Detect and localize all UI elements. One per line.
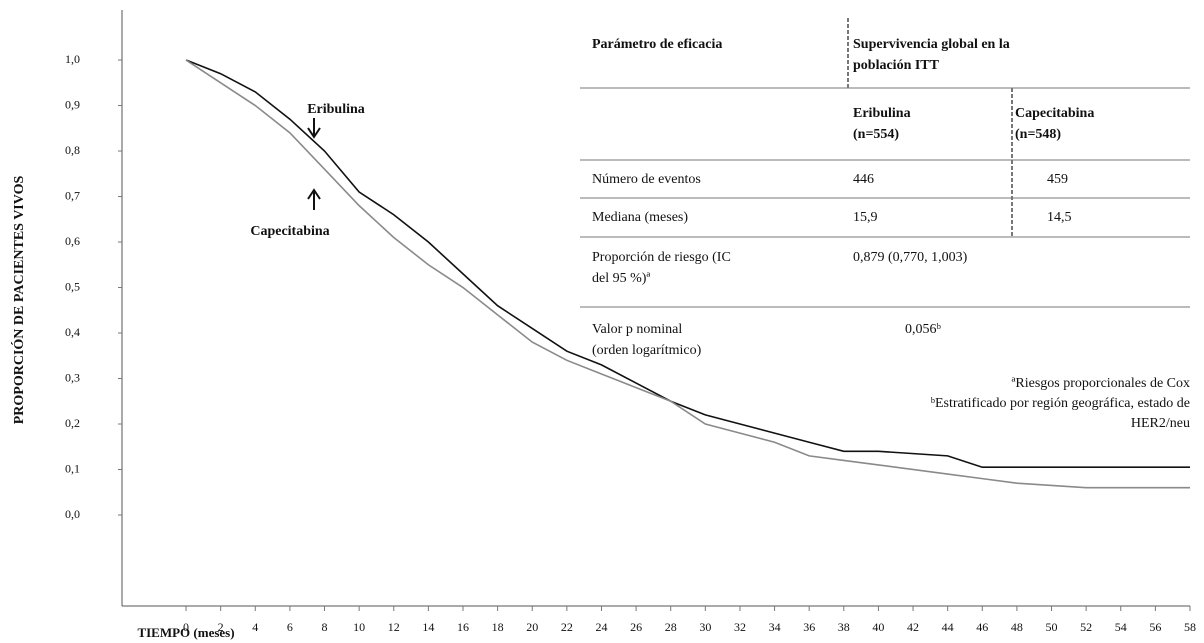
x-tick-label: 8	[322, 620, 328, 634]
table-text: 15,9	[853, 210, 878, 225]
table-text: (orden logarítmico)	[592, 343, 702, 358]
table-text: Mediana (meses)	[592, 210, 688, 225]
x-tick-label: 14	[422, 620, 434, 634]
x-tick-label: 2	[218, 620, 224, 634]
y-tick-label: 1,0	[65, 52, 80, 66]
table-text: población ITT	[853, 58, 940, 73]
y-tick-label: 0,2	[65, 416, 80, 430]
table-text: ᵇEstratificado por región geográfica, es…	[931, 396, 1190, 411]
y-tick-label: 0,3	[65, 370, 80, 384]
x-tick-label: 0	[183, 620, 189, 634]
table-text: 446	[853, 172, 874, 187]
table-text: 14,5	[1047, 210, 1072, 225]
x-tick-label: 56	[1149, 620, 1161, 634]
x-axis-title: TIEMPO (meses)	[137, 625, 234, 640]
y-tick-label: 0,7	[65, 188, 80, 202]
y-tick-label: 0,1	[65, 461, 80, 475]
table-text: Supervivencia global en la	[853, 37, 1010, 52]
table-text: del 95 %)ª	[592, 271, 650, 286]
y-tick-label: 0,0	[65, 507, 80, 521]
table	[580, 18, 1190, 308]
x-tick-label: 28	[665, 620, 677, 634]
y-tick-label: 0,6	[65, 234, 80, 248]
x-tick-label: 32	[734, 620, 746, 634]
x-tick-label: 58	[1184, 620, 1196, 634]
x-tick-label: 42	[907, 620, 919, 634]
x-tick-label: 4	[252, 620, 258, 634]
x-tick-label: 36	[803, 620, 815, 634]
x-tick-label: 16	[457, 620, 469, 634]
table-text: ªRiesgos proporcionales de Cox	[1012, 376, 1190, 391]
x-tick-label: 44	[942, 620, 954, 634]
table-text: Eribulina	[853, 106, 911, 121]
arrow	[307, 118, 321, 139]
survival-curve	[185, 59, 1190, 489]
x-tick-label: 48	[1011, 620, 1023, 634]
table-text: Capecitabina	[1015, 106, 1094, 121]
y-tick-label: 0,5	[65, 279, 80, 293]
survival-curve	[185, 59, 1190, 469]
table-text: 459	[1047, 172, 1068, 187]
x-tick-label: 30	[699, 620, 711, 634]
x-tick-label: 6	[287, 620, 293, 634]
x-tick-label: 40	[872, 620, 884, 634]
table-text: (n=554)	[853, 127, 899, 142]
table-text: 0,056ᵇ	[905, 322, 942, 337]
x-tick-label: 20	[526, 620, 538, 634]
y-axis-title: PROPORCIÓN DE PACIENTES VIVOS	[10, 176, 27, 425]
table-text: Proporción de riesgo (IC	[592, 250, 731, 265]
x-tick-label: 50	[1046, 620, 1058, 634]
table-text: HER2/neu	[1131, 416, 1190, 431]
y-tick-label: 0,4	[65, 325, 80, 339]
x-tick-label: 46	[976, 620, 988, 634]
x-tick-label: 54	[1115, 620, 1127, 634]
x-tick-label: 52	[1080, 620, 1092, 634]
x-tick-label: 22	[561, 620, 573, 634]
table-text: Número de eventos	[592, 172, 701, 187]
y-tick-label: 0,8	[65, 143, 80, 157]
x-tick-label: 24	[595, 620, 607, 634]
x-tick-label: 18	[492, 620, 504, 634]
table-text: 0,879 (0,770, 1,003)	[853, 250, 968, 265]
table-text: Valor p nominal	[592, 322, 682, 337]
x-tick-label: 10	[353, 620, 365, 634]
x-tick-label: 12	[388, 620, 400, 634]
table-text: (n=548)	[1015, 127, 1061, 142]
x-tick-label: 26	[630, 620, 642, 634]
series-label: Eribulina	[307, 102, 365, 117]
arrow	[307, 188, 321, 210]
x-tick-label: 34	[769, 620, 781, 634]
x-tick-label: 38	[838, 620, 850, 634]
series-label: Capecitabina	[250, 224, 329, 239]
y-tick-label: 0,9	[65, 97, 80, 111]
table-text: Parámetro de eficacia	[592, 37, 722, 52]
